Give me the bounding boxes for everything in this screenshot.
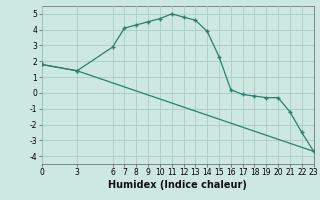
X-axis label: Humidex (Indice chaleur): Humidex (Indice chaleur) <box>108 180 247 190</box>
